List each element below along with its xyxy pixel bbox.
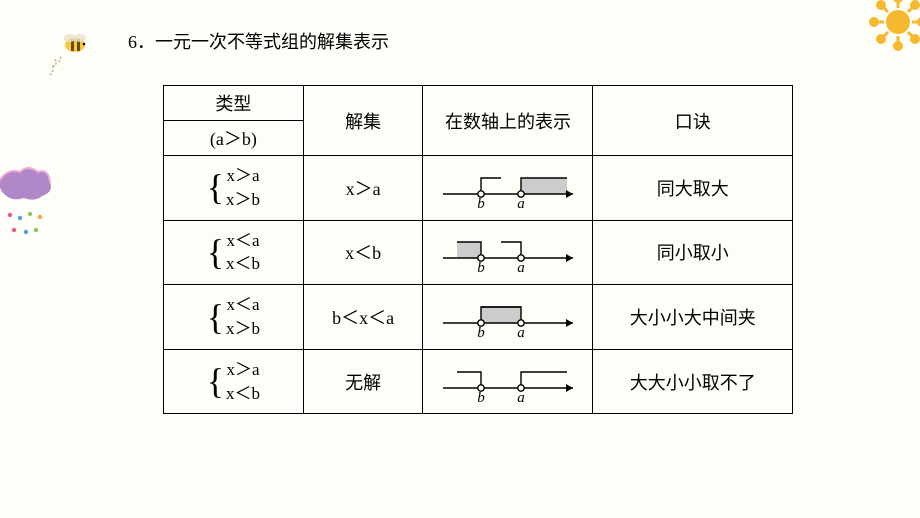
table-row: { x＜a x＞b b＜x＜a b a 大小小大中间夹 [164,285,793,350]
inequality-line: x＜b [226,382,260,406]
brace-icon: { [207,367,224,396]
rule-cell: 大小小大中间夹 [593,285,793,350]
svg-text:a: a [517,260,525,274]
system-cell: { x＞a x＞b [164,156,304,221]
brace-icon: { [207,303,224,332]
inequality-line: x＜b [226,252,260,276]
solution-cell: 无解 [303,349,423,414]
inequality-line: x＞a [226,358,260,382]
axis-cell: b a [423,285,593,350]
svg-text:b: b [477,196,485,210]
rule-cell: 同小取小 [593,220,793,285]
system-cell: { x＜a x＞b [164,285,304,350]
table-row: { x＜a x＜b x＜b b a 同小取小 [164,220,793,285]
bee-decoration [40,30,100,90]
solution-cell: x＞a [303,156,423,221]
inequality-line: x＞b [226,188,260,212]
header-type: 类型 [164,86,304,121]
rule-cell: 大大小小取不了 [593,349,793,414]
table-row: { x＞a x＜b 无解 b a 大大小小取不了 [164,349,793,414]
header-rule: 口诀 [593,86,793,156]
sun-decoration [830,0,920,90]
rule-cell: 同大取大 [593,156,793,221]
header-axis: 在数轴上的表示 [423,86,593,156]
brace-icon: { [207,238,224,267]
solution-cell: x＜b [303,220,423,285]
svg-text:b: b [477,325,485,339]
header-type-sub: (a＞b) [164,121,304,156]
inequality-line: x＜a [226,229,260,253]
solution-cell: b＜x＜a [303,285,423,350]
axis-cell: b a [423,220,593,285]
svg-text:a: a [517,390,525,404]
svg-text:a: a [517,196,525,210]
table-row: { x＞a x＞b x＞a b a 同大取大 [164,156,793,221]
brace-icon: { [207,173,224,202]
axis-cell: b a [423,349,593,414]
header-solution: 解集 [303,86,423,156]
section-heading: 6．一元一次不等式组的解集表示 [128,28,389,54]
system-cell: { x＜a x＜b [164,220,304,285]
axis-cell: b a [423,156,593,221]
svg-text:b: b [477,260,485,274]
svg-text:a: a [517,325,525,339]
inequality-line: x＞a [226,164,260,188]
system-cell: { x＞a x＜b [164,349,304,414]
svg-text:b: b [477,390,485,404]
inequality-line: x＜a [226,293,260,317]
solution-table: 类型 解集 在数轴上的表示 口诀 (a＞b) { x＞a x＞b x＞a [163,85,793,414]
cloud-decoration [0,160,60,240]
table-header-row-1: 类型 解集 在数轴上的表示 口诀 [164,86,793,121]
solution-table-container: 类型 解集 在数轴上的表示 口诀 (a＞b) { x＞a x＞b x＞a [163,85,793,414]
inequality-line: x＞b [226,317,260,341]
